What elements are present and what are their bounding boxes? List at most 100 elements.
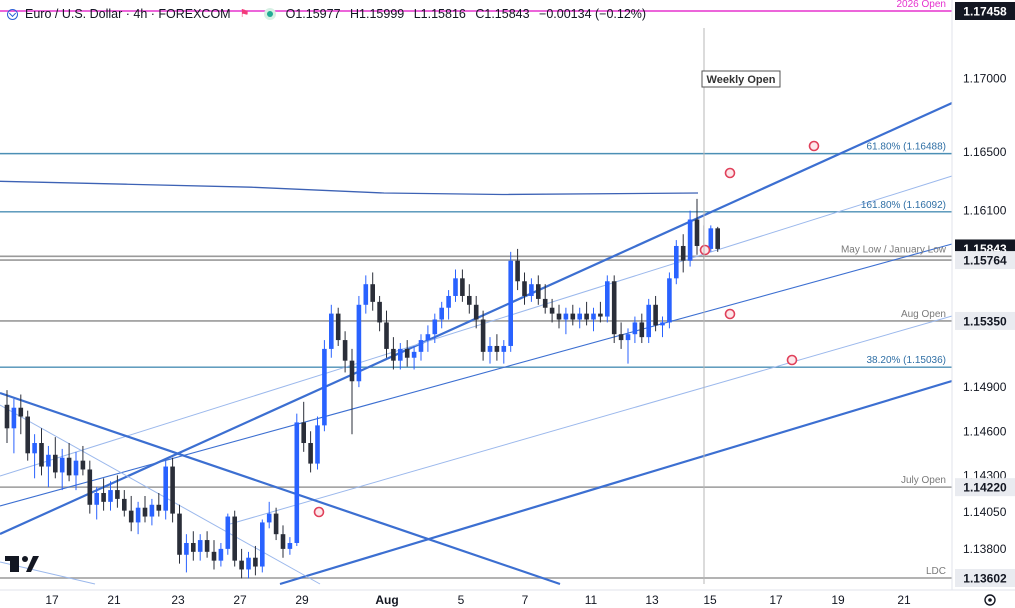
candle-body [460,278,465,296]
candle-body [349,360,355,382]
candle-body [529,284,534,296]
candle-body [425,334,431,341]
touch-marker [724,167,736,179]
candle-body [197,540,203,552]
gear-hub [988,598,992,602]
level-label: 38.20% (1.15036) [866,355,946,366]
candle-body [184,543,189,555]
candle-body [128,510,134,523]
candle-body [687,219,693,261]
candle-body [356,304,362,382]
symbol-title[interactable]: Euro / U.S. Dollar · 4h · FOREXCOM [25,7,231,21]
level-label: LDC [926,566,946,577]
markers [313,140,820,518]
time-tick-label: 17 [769,593,783,607]
candle-body [260,522,265,567]
level-label: 2026 Open [897,0,947,10]
level-label: Aug Open [901,309,946,320]
candle-body [108,490,113,502]
candle-body [632,322,638,335]
time-tick-label: 7 [522,593,529,607]
candle-body [391,348,396,361]
candle-body [11,407,17,429]
price-label-box [955,569,1015,587]
level-labels: 2026 Open 61.80% (1.16488) 161.80% (1.1609… [841,0,947,577]
time-axis[interactable]: 17 21 23 27 29 Aug 5 7 11 13 15 17 19 21 [0,589,1015,607]
candle-body [404,348,410,358]
candle-body [515,260,520,282]
candle-body [177,513,182,555]
candle-body [501,345,507,352]
time-tick-label: 29 [295,593,309,607]
market-status-icon [263,8,276,20]
candle-body [135,507,141,523]
candle-body [94,493,99,505]
price-label: 1.14220 [963,481,1007,495]
candle-body [467,295,472,305]
close-label: C [475,7,485,21]
candle-body [163,466,168,511]
candle-body [708,228,714,249]
price-tick-label: 1.16500 [963,145,1007,159]
candle-body [674,245,679,279]
flag-icon[interactable]: ⚑ [239,8,250,20]
candle-body [363,284,369,305]
candle-body [342,340,348,361]
candle-body [59,457,65,473]
candle-body [225,516,231,549]
candle-body [660,322,665,326]
high-value: 1.15999 [359,7,405,21]
candle-body [266,513,272,523]
candle-body [80,460,86,470]
candle-body [611,281,617,335]
candle-body [39,443,44,467]
time-tick-label: 11 [585,593,598,607]
candle-body [446,295,451,308]
candle-body [273,513,279,535]
candle-body [584,313,589,320]
price-label: 1.17458 [963,5,1007,19]
high-label: H [350,7,360,21]
candle-body [329,313,334,349]
candle-body [432,319,438,335]
candle-body [549,307,555,314]
level-label: 61.80% (1.16488) [866,142,946,153]
candle-body [377,301,382,323]
collapse-icon[interactable] [7,8,18,20]
candle-body [301,422,306,444]
candle-body [480,319,486,352]
candle-body [570,313,576,320]
candle-body [73,460,79,476]
candle-body [18,407,24,417]
trendlines [0,101,953,586]
weekly-open-box [701,70,781,88]
price-label: 1.13602 [963,572,1007,586]
time-tick-label: Aug [375,593,398,607]
candle-body [280,534,286,549]
settings-icon[interactable] [984,594,996,606]
misc: Weekly Open [5,28,781,584]
candle-body [598,313,603,317]
change-value: −0.00134 (−0.12%) [539,7,647,21]
candle-body [170,466,175,514]
low-label: L [413,7,421,21]
touch-marker [699,244,711,256]
candle-body [87,469,93,505]
time-tick-label: 15 [703,593,717,607]
ohlc-readout: O1.15977 H1.15999 L1.15816 C1.15843 −0.0… [286,7,652,21]
low-value: 1.15816 [420,7,466,21]
candle-body [315,425,320,464]
price-label-box [955,311,1015,330]
price-tick-label: 1.14600 [963,424,1007,438]
level-label: May Low / January Low [841,244,947,255]
candle-body [563,313,569,320]
time-tick-label: 13 [645,593,659,607]
time-tick-label: 17 [45,593,59,607]
candle-body [522,281,527,296]
candle-body [694,219,700,246]
candle-body [439,307,444,320]
moving-average [0,180,699,196]
touch-marker [724,308,736,320]
price-axis[interactable]: 1.170001.165001.161001.149001.146001.143… [951,0,1015,590]
